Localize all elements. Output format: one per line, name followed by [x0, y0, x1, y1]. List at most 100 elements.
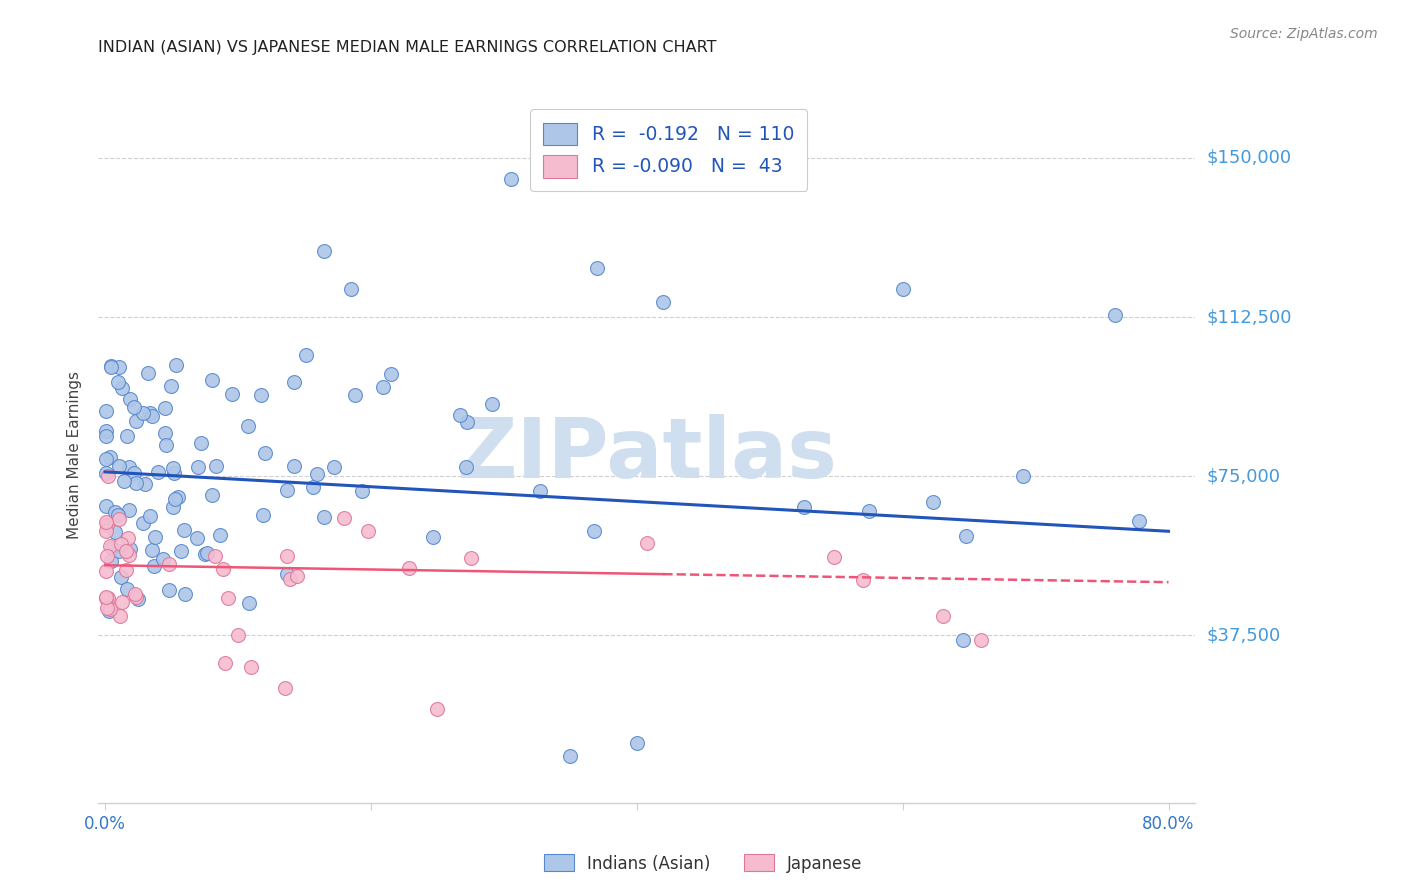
Point: [100, 554, 122, 568]
Point: [101, 541, 124, 555]
Point: [350, 484, 373, 499]
Point: [276, 483, 298, 497]
Point: [858, 503, 880, 517]
Point: [100, 359, 122, 373]
Point: [132, 406, 155, 420]
Point: [208, 528, 231, 542]
Point: [240, 660, 263, 674]
Point: [107, 376, 129, 390]
Point: [108, 360, 131, 375]
Point: [955, 529, 977, 543]
Point: [96, 425, 118, 439]
Point: [157, 582, 180, 597]
Point: [586, 261, 609, 276]
Point: [221, 387, 243, 401]
Point: [122, 400, 145, 414]
Point: [190, 436, 212, 450]
Point: [108, 543, 131, 558]
Point: [252, 508, 274, 522]
Point: [276, 549, 298, 563]
Point: [380, 368, 402, 382]
Legend: R =  -0.192   N = 110, R = -0.090   N =  43: R = -0.192 N = 110, R = -0.090 N = 43: [530, 110, 807, 191]
Point: [283, 375, 305, 389]
Point: [187, 459, 209, 474]
Text: $150,000: $150,000: [1206, 149, 1291, 167]
Point: [110, 609, 132, 624]
Point: [100, 359, 122, 374]
Point: [155, 426, 177, 441]
Point: [96, 601, 118, 615]
Point: [115, 429, 138, 443]
Point: [314, 244, 336, 259]
Point: [273, 681, 295, 696]
Point: [127, 592, 149, 607]
Point: [301, 480, 323, 494]
Point: [283, 458, 305, 473]
Point: [107, 508, 129, 522]
Point: [626, 736, 648, 750]
Point: [96, 515, 118, 529]
Point: [96, 549, 118, 563]
Point: [97, 469, 120, 483]
Point: [307, 467, 329, 481]
Point: [194, 547, 217, 561]
Point: [96, 524, 118, 539]
Point: [499, 172, 522, 186]
Point: [254, 446, 277, 460]
Point: [280, 572, 302, 586]
Point: [1012, 469, 1035, 483]
Point: [238, 596, 260, 610]
Point: [148, 465, 170, 479]
Point: [96, 467, 118, 481]
Point: [250, 388, 273, 402]
Point: [481, 397, 503, 411]
Point: [952, 633, 974, 648]
Point: [112, 474, 135, 488]
Point: [529, 483, 551, 498]
Point: [373, 380, 395, 394]
Point: [96, 429, 118, 443]
Point: [141, 409, 163, 423]
Point: [173, 523, 195, 537]
Point: [165, 358, 187, 372]
Point: [97, 591, 120, 605]
Point: [110, 594, 132, 608]
Point: [118, 542, 141, 557]
Point: [398, 560, 420, 574]
Point: [460, 551, 482, 566]
Text: ZIPatlas: ZIPatlas: [457, 415, 837, 495]
Point: [1128, 514, 1150, 528]
Point: [124, 590, 146, 604]
Point: [139, 509, 162, 524]
Point: [170, 543, 193, 558]
Text: $112,500: $112,500: [1206, 308, 1292, 326]
Point: [344, 387, 367, 401]
Point: [143, 530, 166, 544]
Point: [96, 517, 118, 532]
Point: [157, 557, 180, 571]
Point: [454, 460, 477, 475]
Point: [118, 503, 141, 517]
Point: [115, 543, 138, 558]
Point: [96, 591, 118, 606]
Point: [931, 609, 953, 624]
Point: [422, 531, 444, 545]
Point: [285, 569, 308, 583]
Point: [114, 562, 136, 576]
Point: [823, 550, 845, 565]
Point: [356, 524, 378, 538]
Point: [98, 602, 121, 616]
Point: [155, 438, 177, 452]
Point: [560, 749, 582, 764]
Point: [100, 450, 122, 464]
Point: [104, 525, 127, 540]
Point: [162, 500, 184, 515]
Point: [124, 467, 146, 481]
Point: [201, 373, 224, 387]
Point: [96, 500, 118, 514]
Point: [125, 475, 148, 490]
Point: [115, 582, 138, 596]
Point: [214, 656, 236, 670]
Y-axis label: Median Male Earnings: Median Male Earnings: [67, 371, 83, 539]
Point: [163, 466, 186, 480]
